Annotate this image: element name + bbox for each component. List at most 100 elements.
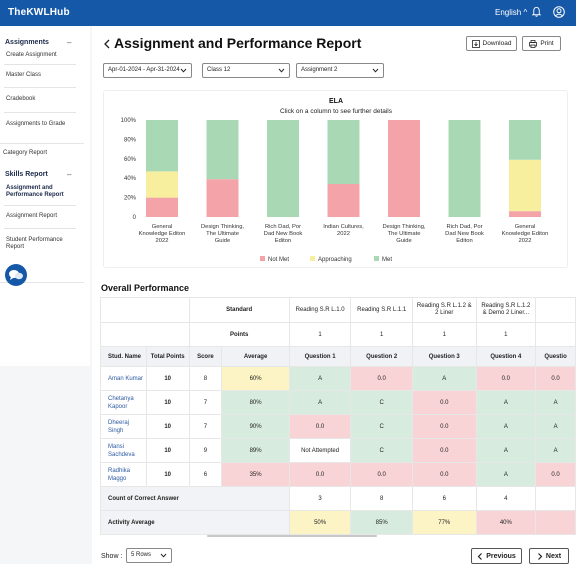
question-answer-cell[interactable]: Not Attempted [288,438,352,463]
bar-segment-met[interactable] [509,120,541,160]
total-points-cell: 10 [145,366,190,391]
question-answer-cell[interactable]: A [288,390,352,415]
question-answer-cell[interactable]: 0.0 [411,438,477,463]
count-correct-cell [535,486,576,511]
sidebar-item-master-class[interactable]: Master Class [6,72,42,78]
standard-cell: Reading S.R L.1.0 [288,297,352,323]
question-answer-cell[interactable]: 0.0 [535,462,576,487]
student-name-link[interactable]: Dheeraj Singh [100,414,147,439]
table-row: Radhika Maggo 10 6 35% 0.0 0.0 0.0 A 0.0 [100,462,576,487]
question-answer-cell[interactable]: 0.0 [288,462,352,487]
sidebar-item-assignment-performance-report[interactable]: Assignment and Performance Report [6,185,64,198]
previous-button[interactable]: Previous [471,548,522,564]
question-answer-cell[interactable]: C [350,438,413,463]
standard-cell: Reading S.R L.1.2 & 2 Liner [411,297,477,323]
question-answer-cell[interactable]: 0.0 [411,390,477,415]
student-name-link[interactable]: Mansi Sachdeva [100,438,147,463]
next-button[interactable]: Next [529,548,569,564]
bar-segment-met[interactable] [146,120,178,172]
average-cell: 60% [221,366,290,391]
total-points-cell: 10 [145,390,190,415]
question-answer-cell[interactable]: A [288,366,352,391]
student-name-link[interactable]: Radhika Maggo [100,462,147,487]
question-answer-cell[interactable]: A [535,414,576,439]
column-header: Question 3 [411,346,477,367]
bar-segment-not-met[interactable] [327,184,360,217]
y-tick-label: 100% [121,118,137,124]
performance-table: Standard Reading S.R L.1.0 Reading S.R L.1… [100,297,576,535]
print-button[interactable]: Print [522,36,561,51]
question-answer-cell[interactable]: 0.0 [288,414,352,439]
question-answer-cell[interactable]: A [475,390,537,415]
bar-segment-met[interactable] [267,120,299,217]
question-answer-cell[interactable]: 0.0 [411,414,477,439]
app-logo[interactable]: TheKWLHub [8,7,70,18]
bar-segment-approaching[interactable] [509,159,541,212]
sidebar-item-create-assignment[interactable]: Create Assignment [6,52,57,58]
rows-per-page-select[interactable]: 5 Rows [126,548,172,563]
chevron-right-icon [537,552,543,560]
bar-segment-not-met[interactable] [206,179,239,217]
sidebar: Assignments – Create Assignment Master C… [0,26,90,366]
bell-icon[interactable] [531,6,542,18]
performance-table-wrapper[interactable]: Standard Reading S.R L.1.0 Reading S.R L.1… [100,297,576,535]
date-range-select[interactable]: Apr-01-2024 - Apr-31-2024 [103,63,192,78]
question-answer-cell[interactable]: C [350,390,413,415]
collapse-icon[interactable]: – [67,170,72,179]
question-answer-cell[interactable]: 0.0 [535,366,576,391]
class-select[interactable]: Class 12 [202,63,290,78]
question-answer-cell[interactable]: A [475,462,537,487]
question-answer-cell[interactable]: A [535,390,576,415]
x-category-label: General Knowledge Editon 2022 [502,224,549,244]
question-answer-cell[interactable]: A [411,366,477,391]
user-avatar-icon[interactable] [553,6,565,18]
question-answer-cell[interactable]: C [350,414,413,439]
question-answer-cell[interactable]: A [475,438,537,463]
bar-segment-not-met[interactable] [509,211,541,217]
bar-segment-not-met[interactable] [388,120,420,217]
bar-segment-approaching[interactable] [146,171,178,198]
chevron-down-icon [160,553,167,558]
download-icon [471,39,480,48]
question-answer-cell[interactable]: 0.0 [350,366,413,391]
score-cell: 9 [188,438,223,463]
collapse-icon[interactable]: – [67,38,72,47]
assignment-select[interactable]: Assignment 2 [296,63,384,78]
sidebar-assignments-title[interactable]: Assignments [5,39,49,46]
bar-segment-met[interactable] [448,120,481,217]
horizontal-scrollbar[interactable] [207,535,377,537]
sidebar-item-student-performance-report[interactable]: Student Performance Report [6,237,63,250]
points-cell: 1 [475,322,537,347]
bar-segment-met[interactable] [206,120,239,180]
column-header: Stud. Name [100,346,147,367]
points-cell: 1 [350,322,413,347]
sidebar-item-category-report[interactable]: Category Report [3,150,48,156]
language-selector[interactable]: English ^ [495,8,527,17]
table-row: Mansi Sachdeva 10 9 89% Not Attempted C 0.0 A A [100,438,576,463]
column-header: Score [188,346,223,367]
sidebar-item-assignment-report[interactable]: Assignment Report [6,213,58,219]
question-answer-cell[interactable]: A [475,414,537,439]
bar-segment-met[interactable] [327,120,360,185]
bar-segment-not-met[interactable] [146,197,178,217]
x-category-label: Design Thinking, The Ultimate Guide [201,224,244,244]
sidebar-item-cradebook[interactable]: Cradebook [6,96,36,102]
question-answer-cell[interactable]: 0.0 [411,462,477,487]
legend-label: Approaching [318,257,352,263]
question-answer-cell[interactable]: 0.0 [350,462,413,487]
student-name-link[interactable]: Chetanya Kapoor [100,390,147,415]
count-correct-cell: 4 [475,486,537,511]
legend-swatch [310,256,315,261]
download-button[interactable]: Download [466,36,517,51]
count-correct-row: Count of Correct Answer 3 8 6 4 [100,486,576,511]
question-answer-cell[interactable]: 0.0 [475,366,537,391]
points-cell: 1 [411,322,477,347]
sidebar-skills-title[interactable]: Skills Report [5,171,48,178]
chat-button[interactable] [5,264,27,286]
score-cell: 6 [188,462,223,487]
back-chevron-icon[interactable] [103,39,111,49]
printer-icon [529,39,538,48]
student-name-link[interactable]: Aman Kumar [100,366,147,391]
question-answer-cell[interactable]: A [535,438,576,463]
sidebar-item-assignments-to-grade[interactable]: Assignments to Grade [6,121,66,127]
